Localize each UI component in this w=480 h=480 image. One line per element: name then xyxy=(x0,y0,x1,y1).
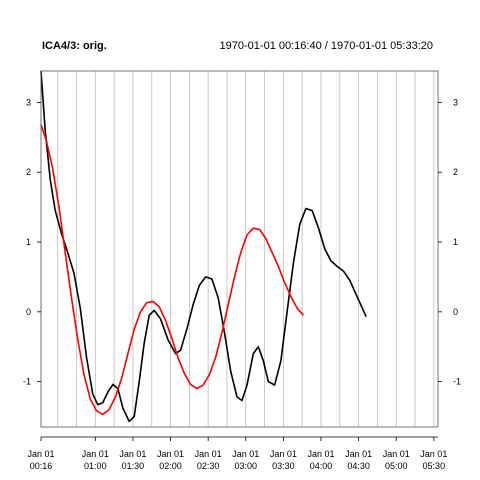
x-tick-label-time: 05:00 xyxy=(385,461,408,471)
y-tick-label-right: -1 xyxy=(453,377,461,387)
x-axis: Jan 01 00:16 Jan 01 01:00 Jan 01 01:30 Jan 01 0… xyxy=(27,436,447,471)
x-tick-label-time: 04:00 xyxy=(310,461,333,471)
y-axis-left: -1 0 1 2 3 xyxy=(23,97,41,387)
x-tick-label-date: Jan 01 xyxy=(119,449,146,459)
x-tick-label-date: Jan 01 xyxy=(27,449,54,459)
x-tick-label-date: Jan 01 xyxy=(307,449,334,459)
y-tick-label-left: -1 xyxy=(23,377,31,387)
x-tick-label-time: 01:30 xyxy=(122,461,145,471)
grid-lines xyxy=(40,71,435,427)
x-tick-label-time: 03:00 xyxy=(235,461,258,471)
series-line-2 xyxy=(40,124,304,416)
x-tick-label-time: 00:16 xyxy=(30,461,53,471)
x-tick-label-date: Jan 01 xyxy=(420,449,447,459)
x-tick-label-date: Jan 01 xyxy=(82,449,109,459)
plot-frame xyxy=(40,70,439,428)
x-tick-label-time: 02:00 xyxy=(159,461,182,471)
x-tick-label-time: 01:00 xyxy=(84,461,107,471)
time-range-label: 1970-01-01 00:16:40 / 1970-01-01 05:33:2… xyxy=(220,40,433,52)
y-tick-label-left: 3 xyxy=(26,97,31,107)
x-tick-label-time: 05:30 xyxy=(423,461,446,471)
x-tick-label-date: Jan 01 xyxy=(270,449,297,459)
x-tick-label-date: Jan 01 xyxy=(195,449,222,459)
y-tick-label-left: 0 xyxy=(26,307,31,317)
y-tick-label-right: 3 xyxy=(453,97,458,107)
y-tick-label-right: 1 xyxy=(453,237,458,247)
x-tick-label-time: 03:30 xyxy=(272,461,295,471)
x-tick-label-date: Jan 01 xyxy=(345,449,372,459)
series-line-1 xyxy=(40,70,367,423)
y-tick-label-right: 2 xyxy=(453,167,458,177)
chart-title: ICA4/3: orig. xyxy=(42,40,107,52)
x-tick-label-date: Jan 01 xyxy=(232,449,259,459)
x-tick-label-date: Jan 01 xyxy=(157,449,184,459)
y-axis-right: -1 0 1 2 3 xyxy=(438,97,461,387)
series-lines xyxy=(40,70,367,423)
y-tick-label-left: 1 xyxy=(26,237,31,247)
x-tick-label-time: 02:30 xyxy=(197,461,220,471)
y-tick-label-right: 0 xyxy=(453,307,458,317)
y-tick-label-left: 2 xyxy=(26,167,31,177)
x-tick-label-time: 04:30 xyxy=(347,461,370,471)
x-tick-label-date: Jan 01 xyxy=(383,449,410,459)
